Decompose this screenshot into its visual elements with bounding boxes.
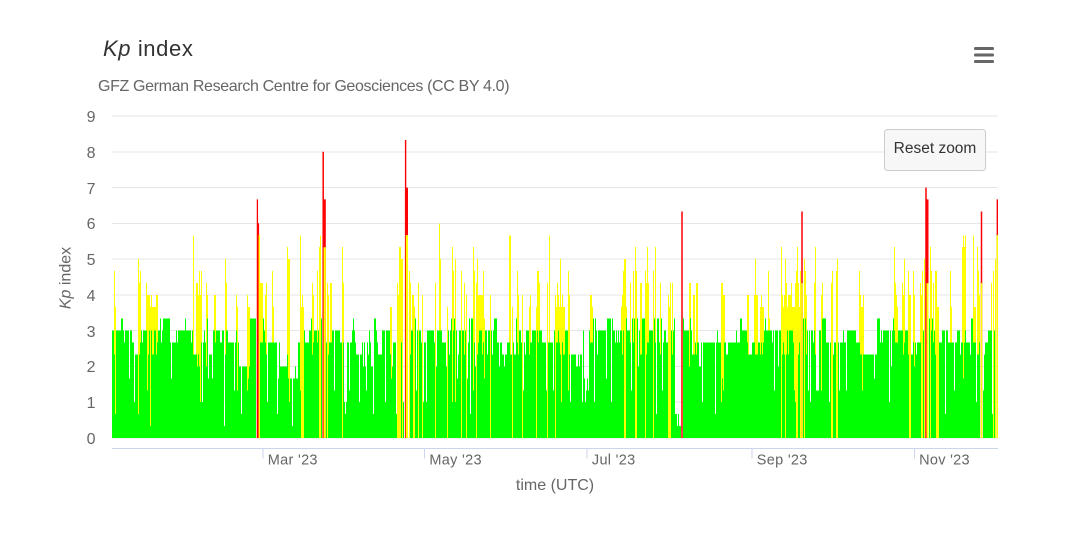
svg-text:time (UTC): time (UTC) <box>516 477 594 494</box>
svg-text:8: 8 <box>87 145 96 162</box>
svg-text:Kp index: Kp index <box>58 247 75 309</box>
svg-text:Sep '23: Sep '23 <box>757 453 808 469</box>
svg-text:Kp index: Kp index <box>103 36 193 61</box>
svg-text:4: 4 <box>87 288 96 305</box>
svg-text:7: 7 <box>87 181 96 198</box>
svg-text:5: 5 <box>87 252 96 269</box>
svg-text:3: 3 <box>87 324 96 341</box>
svg-text:Jul '23: Jul '23 <box>592 453 636 469</box>
svg-text:2: 2 <box>87 359 96 376</box>
svg-text:May '23: May '23 <box>429 453 481 469</box>
svg-text:1: 1 <box>87 395 96 412</box>
svg-text:Reset zoom: Reset zoom <box>894 140 977 157</box>
svg-text:0: 0 <box>87 431 96 448</box>
svg-text:9: 9 <box>87 109 96 126</box>
svg-text:GFZ German Research Centre for: GFZ German Research Centre for Geoscienc… <box>98 78 509 95</box>
svg-text:Mar '23: Mar '23 <box>268 453 318 469</box>
svg-text:Nov '23: Nov '23 <box>919 453 970 469</box>
svg-text:6: 6 <box>87 216 96 233</box>
